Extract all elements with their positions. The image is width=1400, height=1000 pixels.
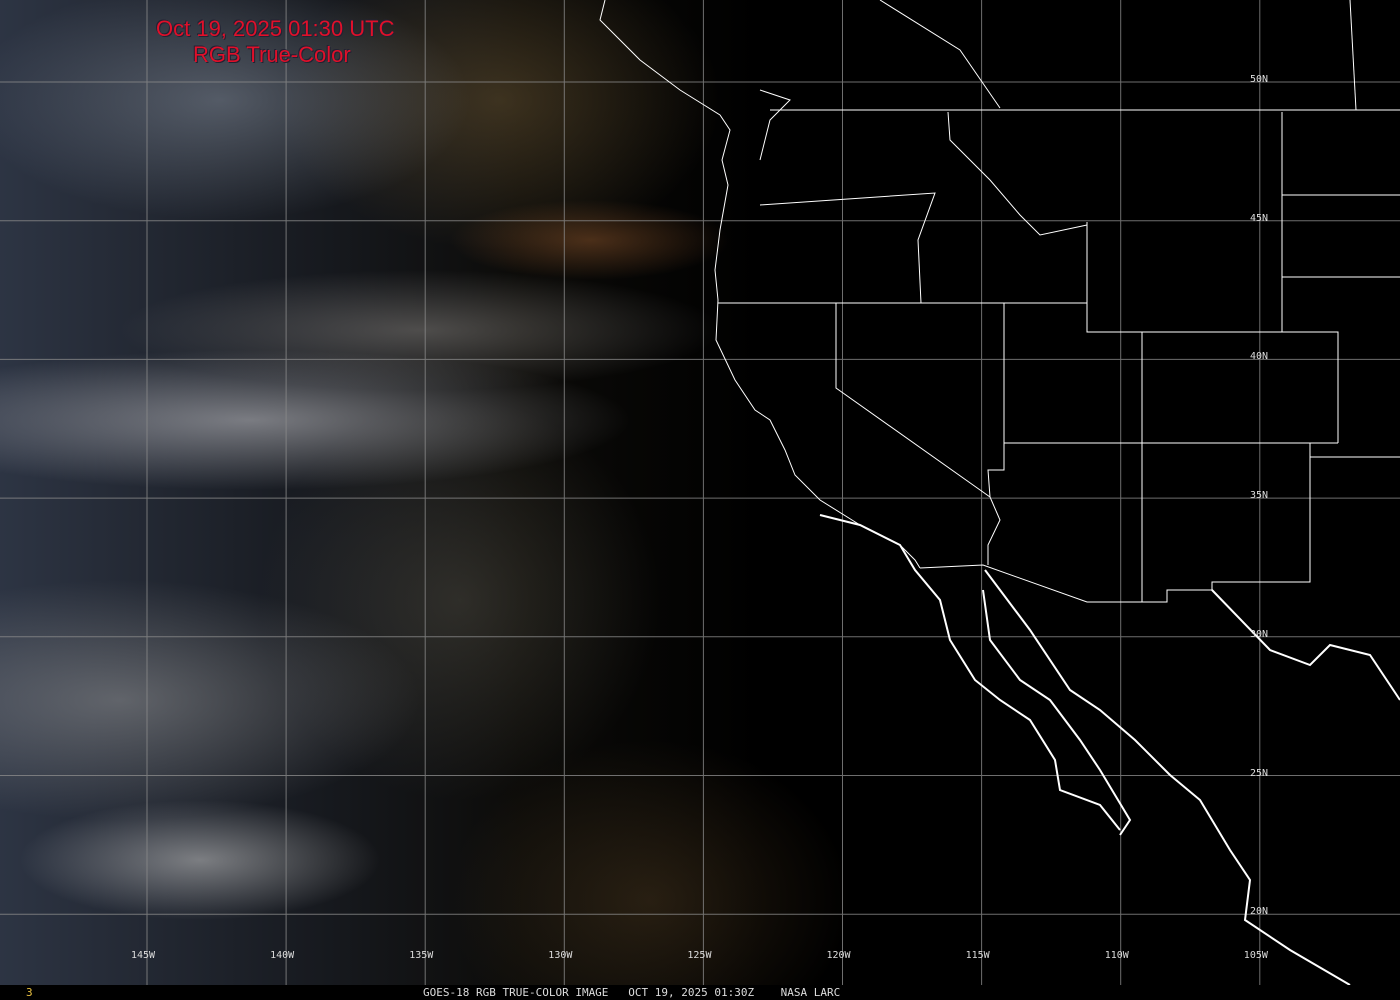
longitude-label: 145W [131, 950, 156, 961]
latitude-label: 50N [1250, 74, 1269, 85]
longitude-label: 140W [270, 950, 295, 961]
footer-bar: 3 GOES-18 RGB TRUE-COLOR IMAGE OCT 19, 2… [0, 985, 1400, 1000]
latitude-label: 20N [1250, 906, 1269, 918]
mexico-coastline [819, 514, 1400, 985]
longitude-label: 130W [548, 950, 573, 961]
footer-caption: GOES-18 RGB TRUE-COLOR IMAGE OCT 19, 202… [423, 986, 841, 999]
longitude-label: 110W [1104, 950, 1129, 961]
latitude-label: 35N [1250, 490, 1269, 502]
latitude-label: 30N [1250, 628, 1269, 640]
state-borders [718, 0, 1400, 603]
longitude-label: 135W [409, 950, 434, 961]
longitude-label: 125W [687, 950, 712, 961]
coastline [599, 0, 921, 569]
longitude-label: 115W [965, 950, 990, 961]
latitude-label: 45N [1250, 212, 1269, 224]
longitude-label: 120W [826, 950, 851, 961]
frame-number: 3 [26, 986, 33, 999]
latitude-label: 40N [1250, 351, 1269, 363]
map-title-product: RGB True-Color [193, 42, 351, 67]
map-title-date: Oct 19, 2025 01:30 UTC [156, 16, 395, 41]
latitude-label: 25N [1250, 767, 1269, 779]
longitude-label: 105W [1243, 950, 1268, 961]
